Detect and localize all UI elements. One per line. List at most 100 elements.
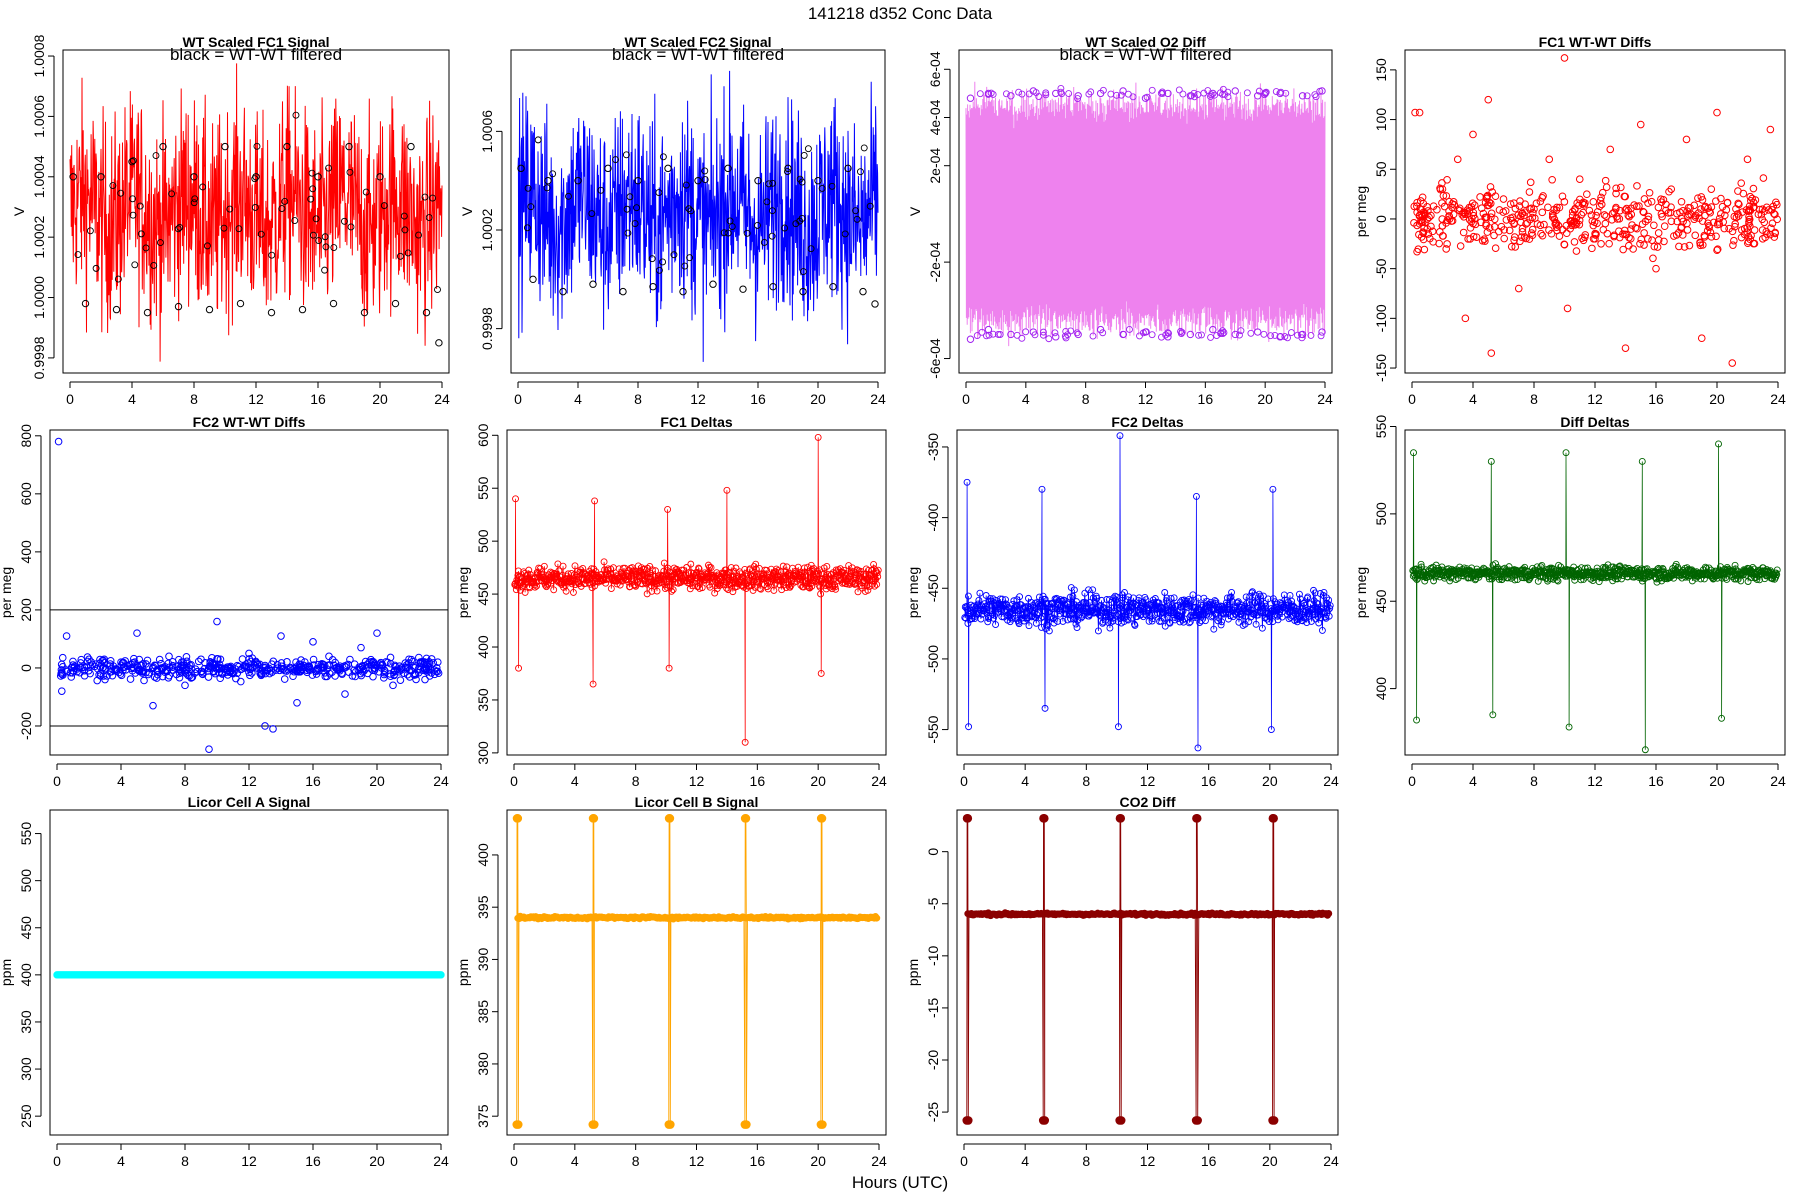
data-point [188,673,197,681]
plot-area [962,814,1333,1125]
data-point [1450,201,1459,209]
data-point [1638,220,1647,228]
data-point [201,659,209,667]
data-point [1659,196,1668,204]
licor-point [666,1120,675,1129]
filtered-point [191,195,199,203]
filtered-point [309,185,317,193]
licor-line [516,817,878,1125]
x-tick-label: 0 [66,391,74,407]
data-point [1455,206,1464,215]
data-point [309,655,318,664]
data-point [1438,222,1447,230]
data-point [58,653,67,662]
delta-point [1012,606,1020,614]
y-tick-label: 390 [475,948,491,972]
filtered-point [1298,334,1306,342]
delta-point [1753,576,1761,583]
y-tick-label: 400 [475,843,491,867]
data-point [1500,226,1508,234]
y-tick-label: 350 [475,688,491,712]
filtered-point [720,229,728,237]
filtered-point [784,168,791,176]
data-point [1520,211,1528,220]
delta-point [533,582,541,590]
filtered-point [1120,330,1128,338]
filtered-point [784,164,792,173]
data-point [1486,183,1495,191]
data-point [1472,233,1481,241]
data-point [1427,222,1435,231]
panel-title: FC2 WT-WT Diffs [193,414,306,430]
data-point [1745,215,1754,224]
data-point [181,681,189,690]
data-point [386,659,395,668]
x-axis: 0 4 8 12 16 20 24 [1408,381,1786,407]
delta-point [1553,576,1561,584]
delta-point [864,586,872,594]
data-point [391,661,399,670]
delta-point [1208,613,1216,621]
data-point [1449,210,1458,219]
data-point [1487,349,1496,357]
data-point [1419,229,1428,237]
filtered-point [1213,332,1221,339]
delta-point [1260,604,1268,612]
delta-point [1273,600,1281,608]
data-point [1605,239,1613,248]
x-tick-label: 16 [1648,773,1664,789]
data-point [1619,245,1627,254]
y-tick-label: 385 [475,1000,491,1024]
x-tick-label: 24 [1323,1153,1339,1169]
data-point [1615,215,1624,223]
filtered-point [220,224,228,232]
y-tick-label: 350 [18,1010,34,1034]
data-point [280,675,289,683]
data-point [148,664,157,673]
delta-point [1323,594,1331,602]
panel-annotation: black = WT-WT filtered [612,45,784,64]
y-tick-label: 50 [1373,161,1389,177]
y-tick-label: -15 [925,998,941,1018]
x-tick-label: 16 [750,391,766,407]
x-tick-label: 20 [1709,773,1725,789]
licor-line [966,817,1330,1121]
delta-point [1773,566,1781,574]
delta-point [1047,600,1055,608]
filtered-point [321,266,329,274]
delta-point [990,614,997,622]
x-tick-label: 0 [1408,391,1416,407]
filtered-point [544,176,552,185]
delta-point [653,587,661,595]
filtered-point [142,244,150,252]
filtered-point [517,164,525,173]
delta-point [1274,612,1281,620]
filtered-point [1162,331,1170,339]
delta-point [874,566,882,574]
filtered-point [1281,333,1289,341]
data-point [1683,207,1691,215]
signal-line [69,63,443,362]
filtered-point [251,203,259,211]
data-point [1738,208,1747,216]
y-tick-label: 500 [1373,502,1389,526]
x-tick-label: 12 [689,1153,705,1169]
data-point [1770,209,1778,218]
data-point [1579,208,1588,217]
data-point [357,643,365,652]
data-point [1768,219,1777,228]
filtered-point [307,195,315,203]
data-point [1537,229,1545,238]
plot-area [53,971,445,979]
delta-point [694,582,702,590]
filtered-point [1058,90,1066,98]
filtered-point [86,227,94,235]
delta-point [994,608,1002,616]
data-point [1773,215,1781,224]
data-point [1731,220,1739,228]
data-point [377,658,385,667]
y-tick-label: -2e-04 [927,242,943,283]
filtered-point [623,205,631,213]
